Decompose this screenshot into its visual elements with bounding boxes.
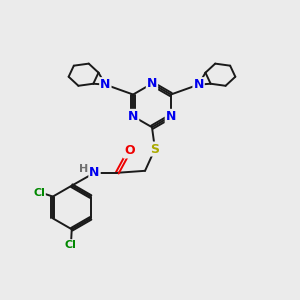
Text: N: N: [194, 78, 204, 91]
Text: O: O: [124, 145, 134, 158]
Text: Cl: Cl: [33, 188, 45, 198]
Text: S: S: [151, 142, 160, 155]
Text: H: H: [79, 164, 88, 174]
Text: N: N: [166, 110, 176, 123]
Text: Cl: Cl: [65, 240, 77, 250]
Text: N: N: [100, 78, 111, 91]
Text: N: N: [128, 110, 138, 123]
Text: N: N: [147, 77, 157, 90]
Text: N: N: [89, 166, 100, 179]
